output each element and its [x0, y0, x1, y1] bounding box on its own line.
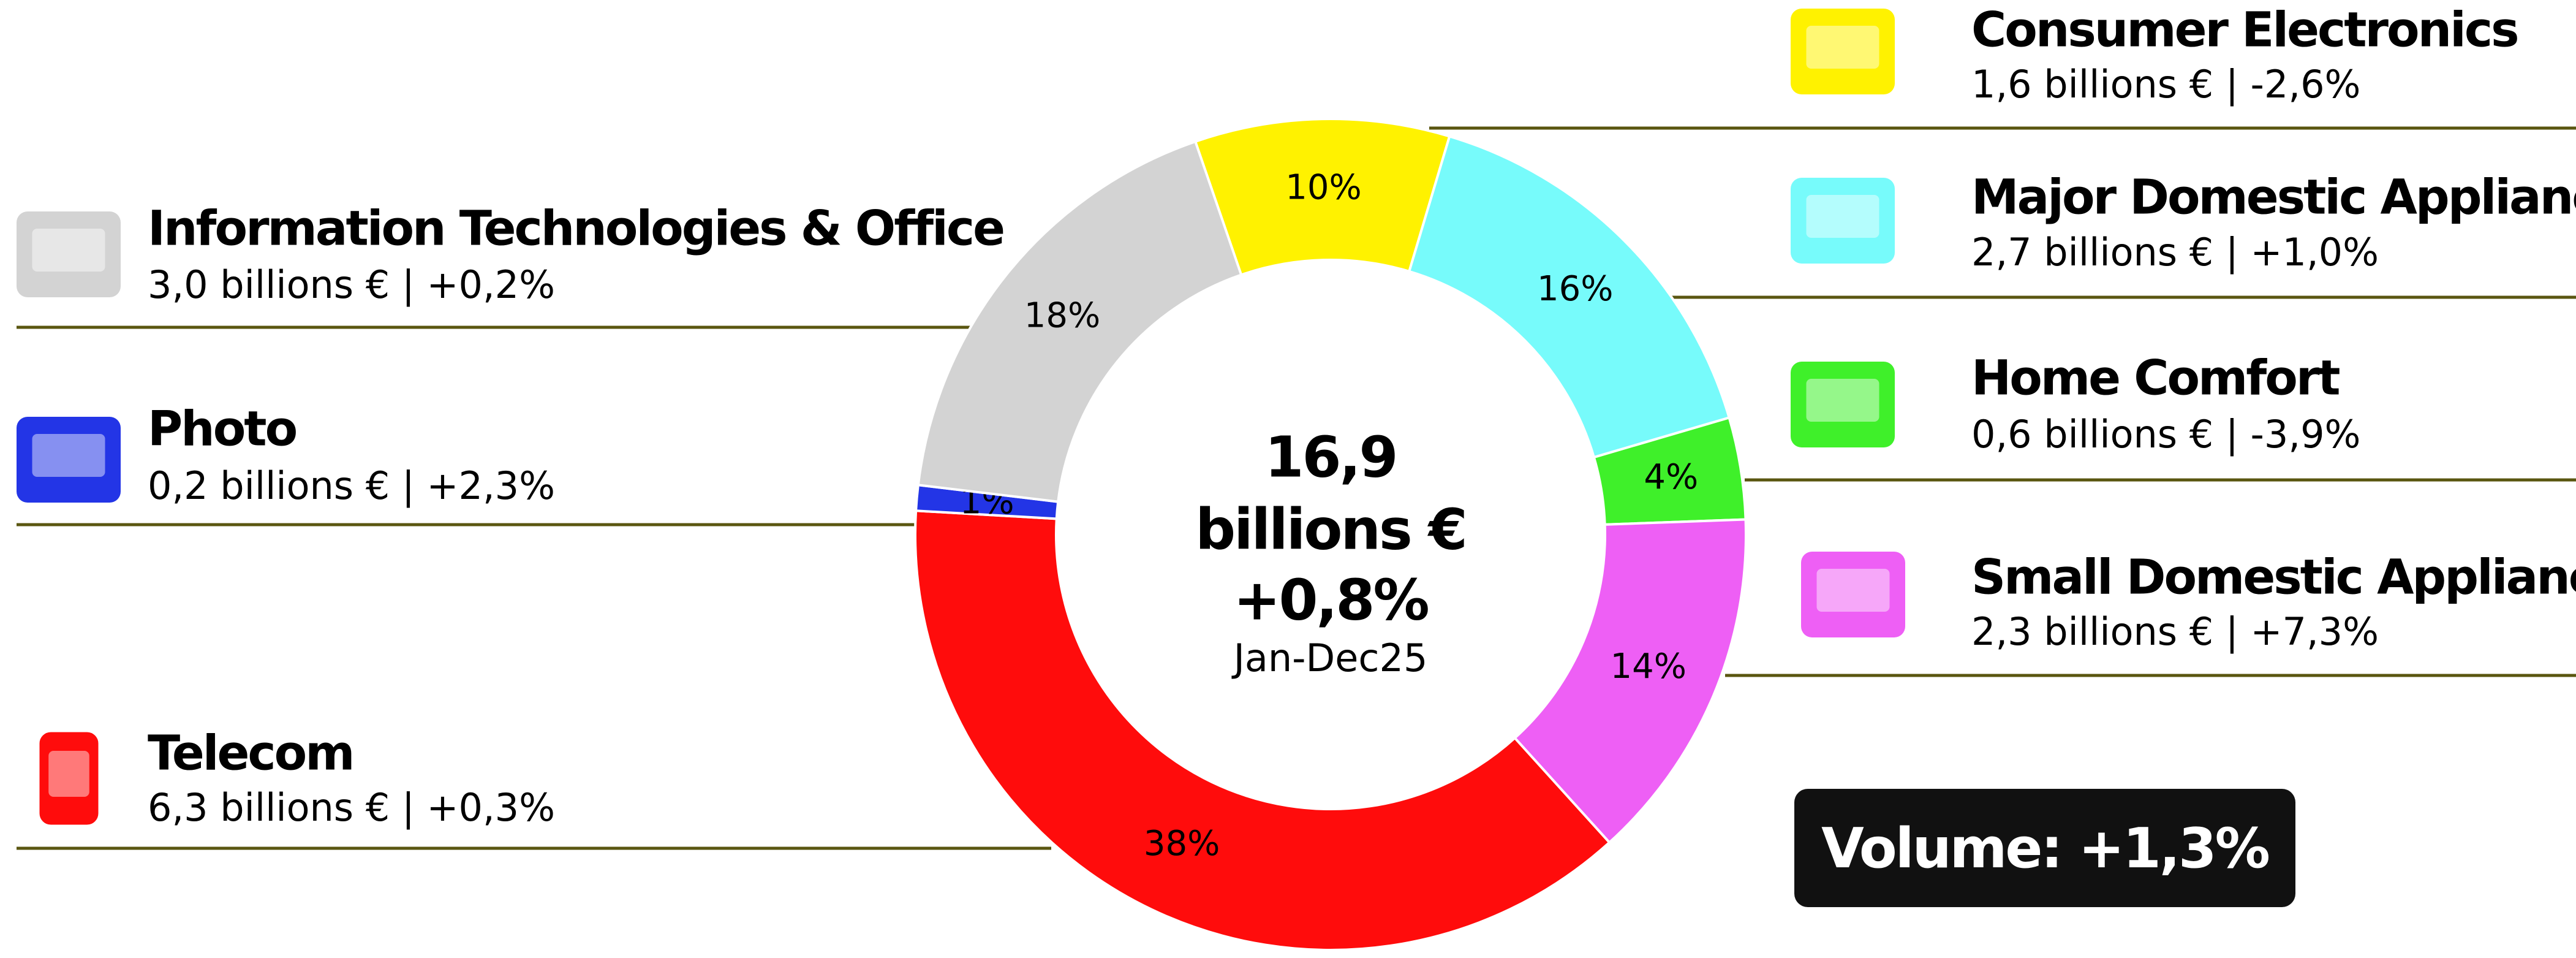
- legend-detail: 0,2 billions € | +2,3%: [148, 463, 555, 509]
- legend-title: Telecom: [148, 726, 353, 781]
- legend-icon-detail: [1806, 26, 1879, 69]
- legend-icon-detail: [1806, 195, 1879, 238]
- slice: [914, 509, 1611, 952]
- legend-icon: [1791, 178, 1895, 264]
- center-unit: billions €: [1195, 496, 1466, 562]
- slice: [1407, 134, 1731, 459]
- legend-icon: [1791, 9, 1895, 94]
- legend-icon-detail: [1806, 379, 1879, 422]
- legend-icon-detail: [1816, 569, 1890, 612]
- legend-title: Small Domestic Appliances: [1971, 550, 2576, 605]
- legend-icon: [39, 732, 99, 825]
- legend-detail: 3,0 billions € | +0,2%: [148, 262, 555, 308]
- legend-icon: [1801, 552, 1905, 637]
- center-total: 16,9: [1265, 424, 1397, 490]
- slice-label: 18%: [1024, 295, 1100, 335]
- legend-detail: 0,6 billions € | -3,9%: [1971, 412, 2360, 457]
- volume-box: [1794, 789, 2295, 907]
- slice-label: 38%: [1144, 824, 1220, 864]
- slice: [1513, 518, 1747, 845]
- center-period: Jan-Dec25: [1231, 636, 1428, 680]
- legend-title: Consumer Electronics: [1971, 2, 2518, 58]
- legend-icon-detail: [48, 751, 89, 797]
- slice-label: 16%: [1537, 269, 1613, 309]
- legend-title: Information Technologies & Office: [148, 201, 1003, 256]
- slice-label: 10%: [1285, 167, 1361, 207]
- slice-label: 14%: [1610, 647, 1686, 686]
- legend-title: Photo: [148, 401, 297, 457]
- legend-title: Home Comfort: [1971, 351, 2340, 406]
- legend-icon: [17, 211, 121, 297]
- legend-icon: [1791, 362, 1895, 447]
- center-change: +0,8%: [1233, 567, 1428, 633]
- legend-icon-detail: [32, 434, 105, 477]
- legend-detail: 6,3 billions € | +0,3%: [148, 785, 555, 831]
- legend-icon: [17, 417, 121, 503]
- legend-detail: 1,6 billions € | -2,6%: [1971, 62, 2360, 107]
- legend-icon-detail: [32, 229, 105, 272]
- slice-label: 4%: [1644, 457, 1698, 497]
- legend-title: Major Domestic Appliances: [1971, 170, 2576, 225]
- legend-detail: 2,3 billions € | +7,3%: [1971, 609, 2379, 655]
- volume-label: Volume: +1,3%: [1821, 816, 2268, 881]
- slice: [916, 140, 1243, 503]
- legend-detail: 2,7 billions € | +1,0%: [1971, 230, 2379, 275]
